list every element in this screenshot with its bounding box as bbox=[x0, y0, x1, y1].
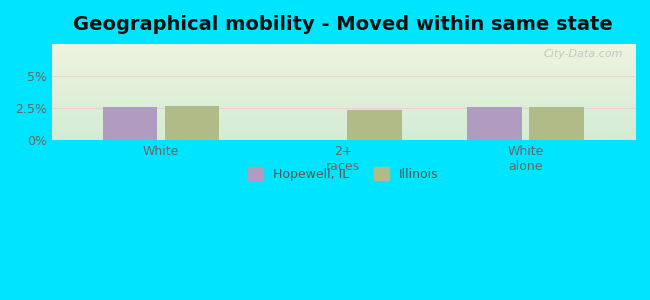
Title: Geographical mobility - Moved within same state: Geographical mobility - Moved within sam… bbox=[73, 15, 613, 34]
Legend: Hopewell, IL, Illinois: Hopewell, IL, Illinois bbox=[242, 161, 445, 187]
Bar bbox=[103, 107, 157, 140]
Bar bbox=[164, 106, 220, 140]
Bar bbox=[529, 107, 584, 140]
Bar bbox=[467, 107, 522, 140]
Text: City-Data.com: City-Data.com bbox=[544, 49, 623, 59]
Bar bbox=[347, 110, 402, 140]
